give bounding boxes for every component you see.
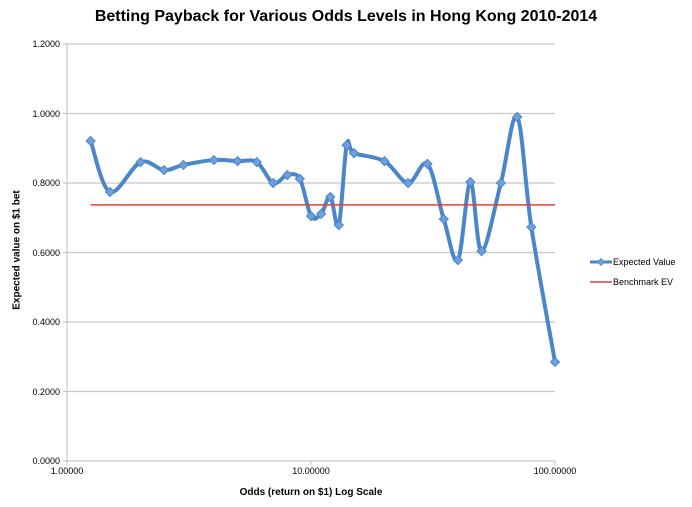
- data-point-marker: [476, 245, 487, 257]
- data-point-marker: [511, 111, 523, 123]
- expected-value-line: [88, 114, 557, 364]
- data-point-marker: [402, 177, 414, 189]
- data-point-marker: [549, 356, 561, 368]
- axes: [66, 44, 556, 465]
- data-point-marker: [267, 177, 279, 189]
- gridlines: [63, 43, 555, 462]
- data-point-marker: [422, 158, 433, 170]
- legend: Expected Value Benchmark EV: [590, 252, 675, 292]
- data-point-marker: [178, 159, 189, 171]
- y-axis-label: Expected value on $1 bet: [11, 190, 23, 310]
- y-tick-label: 1.2000: [32, 39, 60, 49]
- data-point-marker: [325, 191, 336, 203]
- data-point-marker: [438, 213, 449, 225]
- series-layer: [85, 111, 561, 368]
- data-point-marker: [305, 210, 317, 222]
- data-point-marker: [251, 156, 263, 168]
- y-tick-label: 0.8000: [32, 178, 60, 188]
- data-point-marker: [232, 155, 243, 167]
- legend-item-benchmark-ev: Benchmark EV: [590, 272, 675, 292]
- y-tick-label: 0.6000: [32, 247, 60, 258]
- data-point-marker: [526, 221, 537, 233]
- data-point-marker: [208, 154, 220, 166]
- data-point-marker: [379, 155, 390, 167]
- data-point-marker: [341, 139, 352, 151]
- y-tick-label: 0.4000: [32, 317, 60, 327]
- legend-label-expected-value: Expected Value: [613, 257, 676, 267]
- x-tick-label: 10.00000: [292, 466, 330, 476]
- legend-swatch-expected-value-icon: [590, 257, 612, 267]
- x-tick-label: 1.00000: [50, 466, 84, 476]
- data-point-marker: [495, 177, 507, 189]
- legend-swatch-benchmark-ev-icon: [590, 277, 612, 287]
- data-point-marker: [465, 176, 476, 188]
- data-point-marker: [452, 254, 464, 266]
- legend-label-benchmark-ev: Benchmark EV: [613, 277, 674, 287]
- y-tick-label: 0.0000: [32, 456, 60, 466]
- y-tick-label: 0.2000: [32, 386, 60, 397]
- data-point-marker: [333, 219, 345, 231]
- data-point-marker: [294, 173, 306, 185]
- data-point-marker: [135, 156, 146, 168]
- x-tick-label: 100.00000: [533, 466, 577, 476]
- legend-item-expected-value: Expected Value: [590, 252, 675, 272]
- x-axis-label: Odds (return on $1) Log Scale: [239, 487, 383, 498]
- y-tick-label: 1.0000: [32, 108, 60, 119]
- data-point-marker: [104, 186, 116, 198]
- chart-title: Betting Payback for Various Odds Levels …: [94, 8, 598, 25]
- data-point-marker: [85, 135, 96, 147]
- data-point-marker: [315, 208, 327, 220]
- data-point-marker: [158, 164, 170, 176]
- data-point-marker: [282, 169, 293, 181]
- data-point-marker: [348, 147, 360, 159]
